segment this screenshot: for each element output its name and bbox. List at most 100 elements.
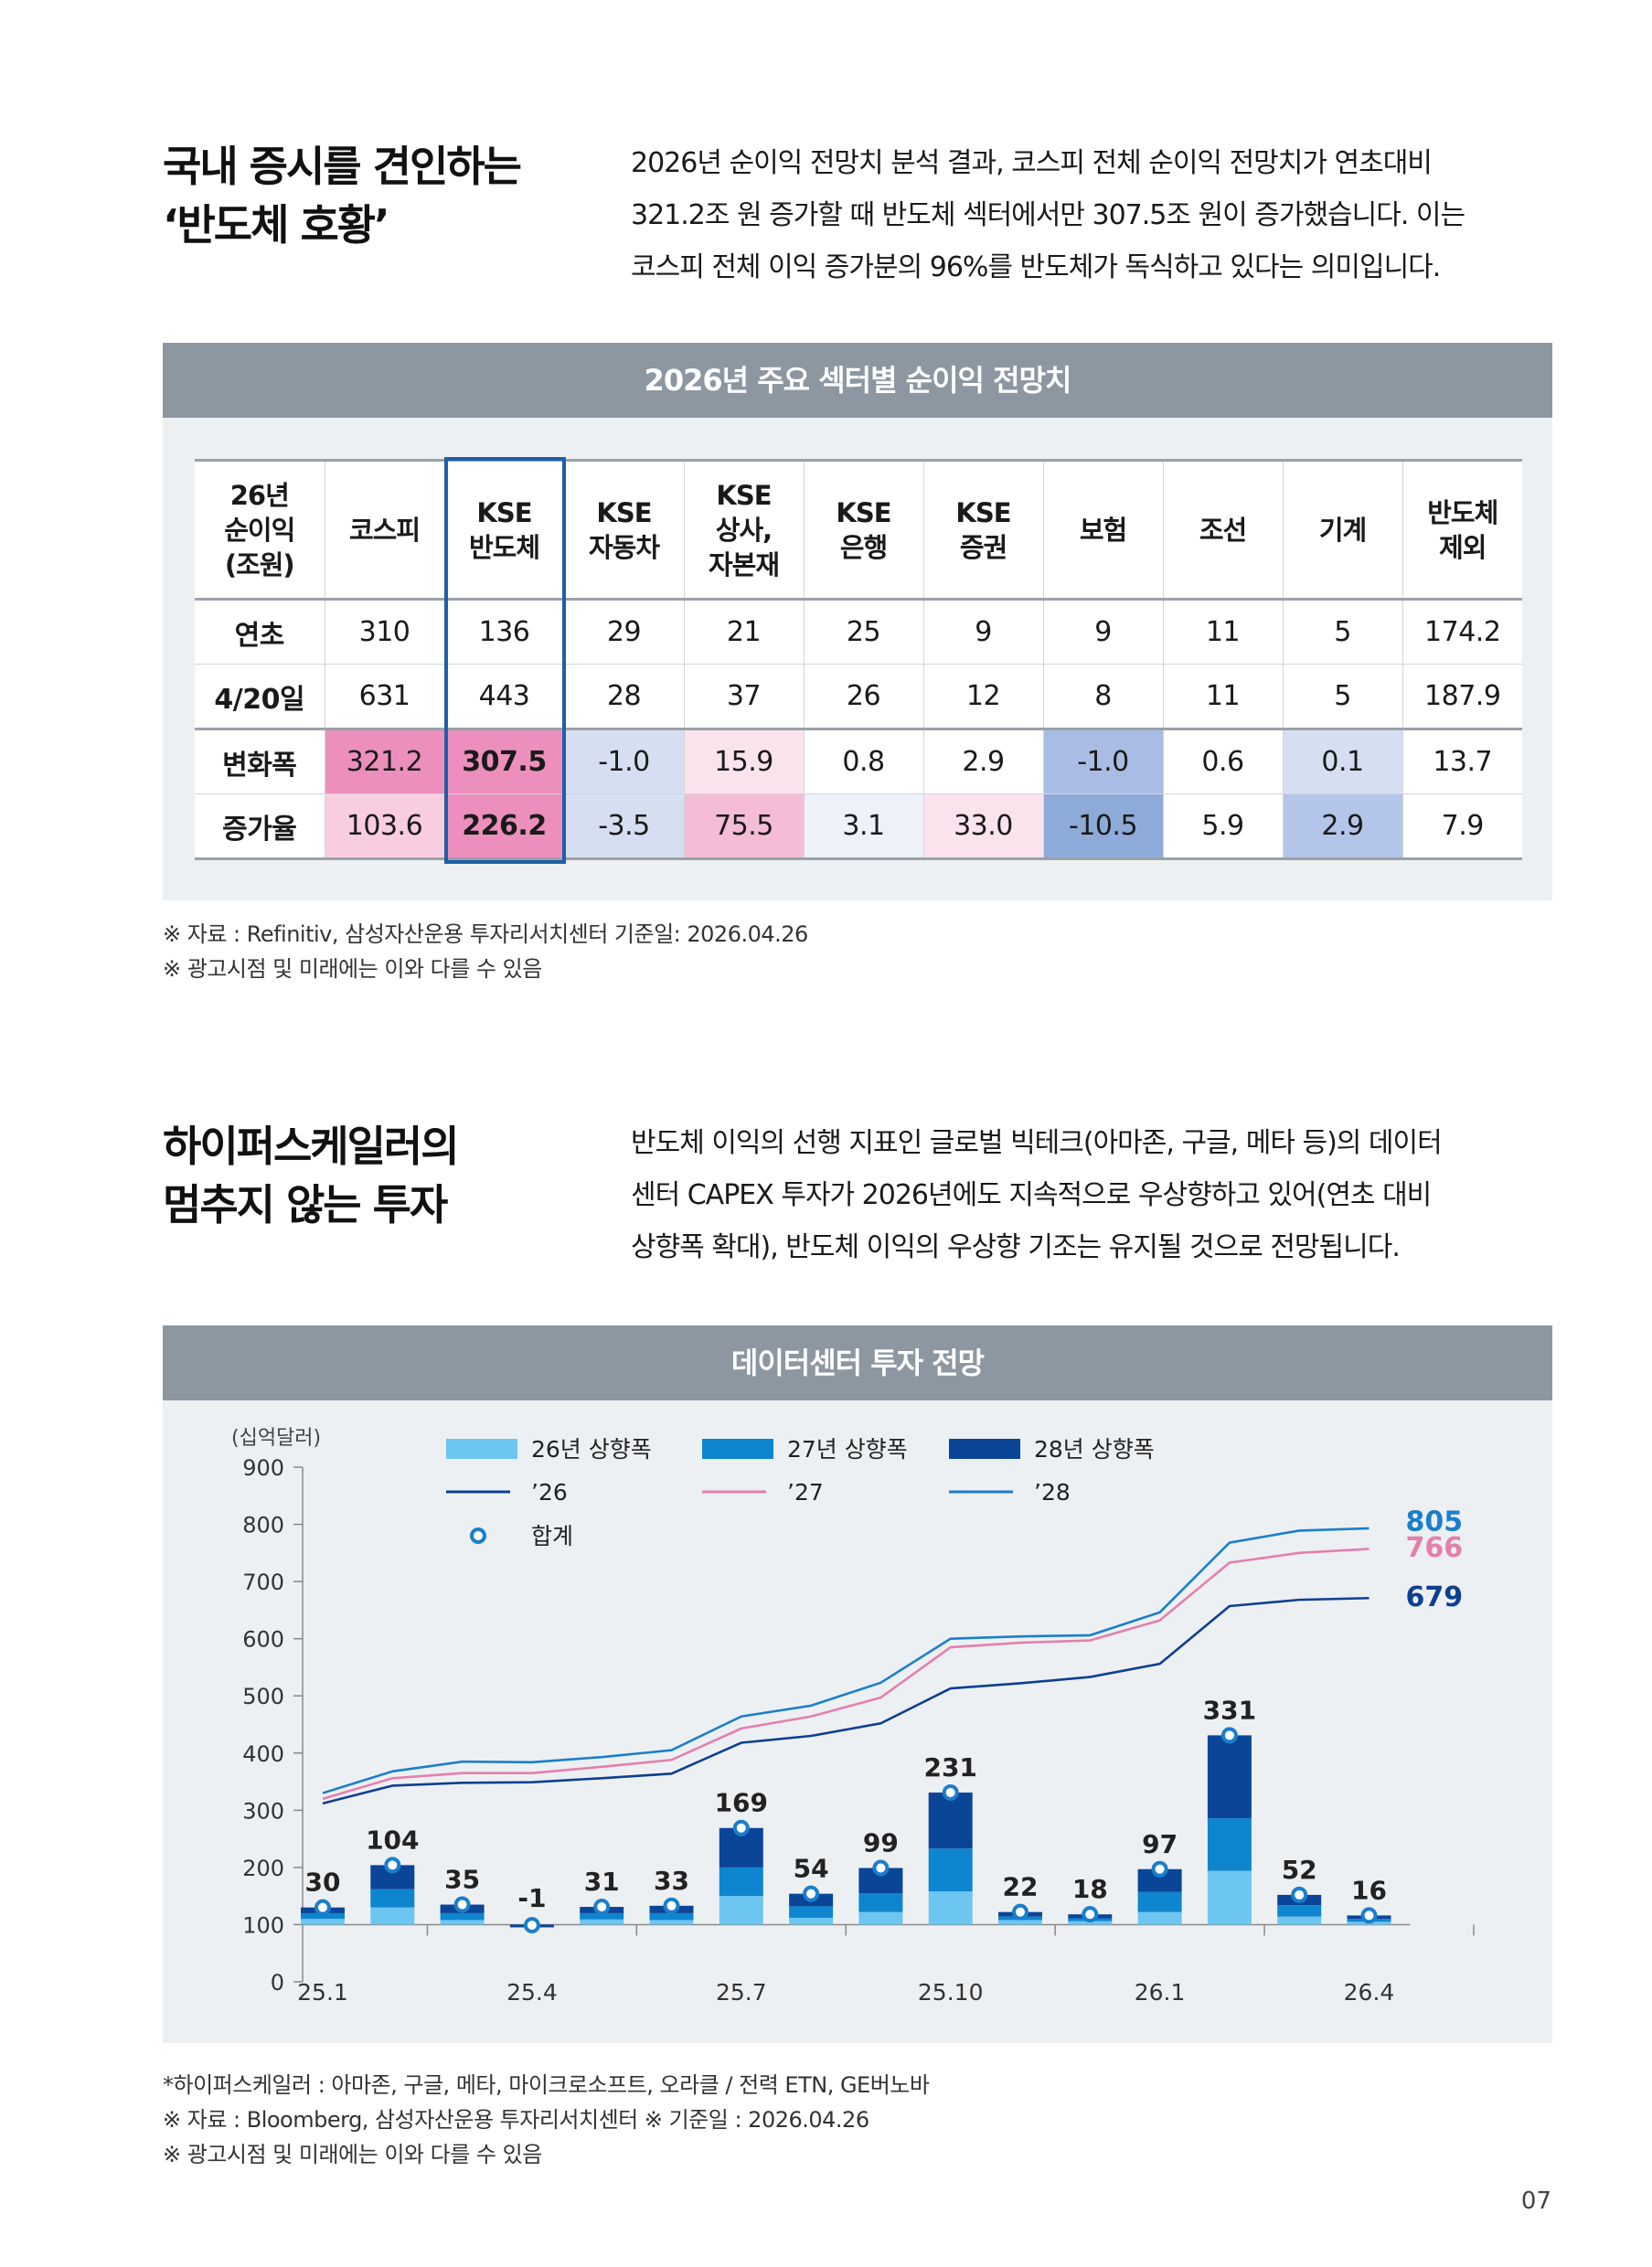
table-cell: 12 xyxy=(922,664,1043,729)
total-label: 18 xyxy=(1072,1874,1108,1904)
total-marker xyxy=(1360,1907,1378,1924)
bar-segment xyxy=(928,1891,973,1925)
total-label: 54 xyxy=(794,1854,829,1884)
total-label: 22 xyxy=(1003,1872,1039,1902)
table-row-label: 연초 xyxy=(195,598,325,665)
section1-intro-line1: 2026년 순이익 전망치 분석 결과, 코스피 전체 순이익 전망치가 연초대… xyxy=(631,147,1433,179)
table-column-header-line: 보험 xyxy=(1079,514,1127,546)
table-column-header-line: 조선 xyxy=(1199,514,1247,546)
y-tick-label: 900 xyxy=(242,1455,284,1481)
table-cell: 0.8 xyxy=(803,728,923,794)
table-cell: 9 xyxy=(922,598,1043,665)
table-corner-header-line: (조원) xyxy=(224,548,295,580)
table-column-header-line: 제외 xyxy=(1439,531,1487,563)
section2-intro-line2: 센터 CAPEX 투자가 2026년에도 지속적으로 우상향하고 있어(연초 대… xyxy=(631,1179,1432,1211)
bar-segment xyxy=(301,1919,345,1925)
table-cell: 103.6 xyxy=(324,793,444,860)
bar-segment xyxy=(580,1912,624,1920)
total-marker xyxy=(384,1857,401,1874)
legend-total-label: 합계 xyxy=(531,1523,573,1549)
bar-segment xyxy=(719,1867,763,1897)
bar-segment xyxy=(649,1920,694,1925)
table-cell: 321.2 xyxy=(324,728,444,794)
table-cell: 28 xyxy=(563,664,684,729)
datacenter-chart-panel: 데이터센터 투자 전망 0 100 200 300 400 500 600 700 800 900… xyxy=(163,1325,1552,2043)
bar-segment xyxy=(440,1920,485,1925)
table-column-header: KSE 은행 xyxy=(803,459,923,600)
y-tick-label: 600 xyxy=(242,1627,284,1653)
bar-segment xyxy=(370,1907,415,1925)
section2-heading: 하이퍼스케일러의 멈추지 않는 투자 xyxy=(163,1117,460,1234)
table-cell: 26 xyxy=(803,664,923,729)
section2-intro-line1: 반도체 이익의 선행 지표인 글로벌 빅테크(아마존, 구글, 메타 등)의 데… xyxy=(631,1127,1443,1159)
table-column-header-line: 반도체 xyxy=(468,531,540,563)
section1-heading-line2: ‘반도체 호황’ xyxy=(163,200,390,250)
table-column-header: KSE 증권 xyxy=(922,459,1043,600)
bar-segment xyxy=(789,1917,834,1925)
table-row-label: 4/20일 xyxy=(195,664,325,729)
section1-source-note: ※ 자료 : Refinitiv, 삼성자산운용 투자리서치센터 기준일: 20… xyxy=(163,921,808,947)
section2-heading-line2: 멈추지 않는 투자 xyxy=(163,1180,448,1229)
table-cell: 174.2 xyxy=(1402,598,1522,665)
table-corner-header: 26년 순이익 (조원) xyxy=(195,459,325,600)
series-end-label: 805 xyxy=(1406,1506,1464,1538)
table-column-header: 기계 xyxy=(1282,459,1402,600)
table-cell: 443 xyxy=(443,664,564,729)
table-cell: 37 xyxy=(683,664,804,729)
table-corner-header-line: 26년 xyxy=(229,479,290,511)
table-column-header-line: 자동차 xyxy=(588,531,660,563)
table-cell: 5 xyxy=(1282,664,1402,729)
total-marker xyxy=(872,1859,890,1877)
table-cell: 21 xyxy=(683,598,804,665)
bar-segment xyxy=(1137,1891,1182,1912)
section2-intro-line3: 상향폭 확대), 반도체 이익의 우상향 기조는 유지될 것으로 전망됩니다. xyxy=(631,1231,1401,1263)
section2-intro: 반도체 이익의 선행 지표인 글로벌 빅테크(아마존, 구글, 메타 등)의 데… xyxy=(631,1117,1554,1273)
section1-notes: ※ 자료 : Refinitiv, 삼성자산운용 투자리서치센터 기준일: 20… xyxy=(163,917,808,986)
table-column-header-line: KSE xyxy=(836,496,891,528)
table-row-label: 변화폭 xyxy=(195,728,325,794)
sector-table: 26년 순이익 (조원) 코스피 KSE 반도체 KSE 자동차 KSE 상사, 자본재 KSE 은행 K… xyxy=(195,459,1522,860)
total-label: 33 xyxy=(654,1866,689,1896)
total-label: 31 xyxy=(584,1867,620,1897)
bar-segment xyxy=(998,1920,1042,1925)
bar-segment xyxy=(789,1906,834,1918)
table-cell: 136 xyxy=(443,598,564,665)
y-tick-label: 800 xyxy=(242,1513,284,1538)
bar-segment xyxy=(1207,1818,1252,1871)
table-cell: 8 xyxy=(1042,664,1163,729)
bar-segment xyxy=(858,1893,903,1912)
y-tick-label: 0 xyxy=(271,1970,284,1996)
table-cell: 25 xyxy=(803,598,923,665)
total-marker xyxy=(942,1783,959,1801)
total-marker xyxy=(1291,1886,1308,1903)
section1-heading: 국내 증시를 견인하는 ‘반도체 호황’ xyxy=(163,137,522,254)
bar-segment xyxy=(301,1912,345,1920)
table-column-header-line: KSE xyxy=(596,496,652,528)
datacenter-capex-chart: 0 100 200 300 400 500 600 700 800 900 (십억달러) 25.1 25… xyxy=(231,1427,1475,2006)
table-column-header: 코스피 xyxy=(324,459,444,600)
y-tick-label: 200 xyxy=(242,1856,284,1881)
total-label: 30 xyxy=(305,1868,341,1898)
table-column-header-line: 기계 xyxy=(1318,514,1367,546)
table-row-label: 증가율 xyxy=(195,793,325,860)
y-tick-label: 300 xyxy=(242,1798,284,1824)
table-cell: 631 xyxy=(324,664,444,729)
bar-segment xyxy=(649,1912,694,1921)
total-marker xyxy=(1151,1860,1168,1878)
table-cell: 307.5 xyxy=(443,728,564,794)
total-marker xyxy=(803,1885,820,1902)
total-label: 169 xyxy=(715,1788,768,1818)
bar-segment xyxy=(928,1848,973,1892)
table-column-header-line: 상사, xyxy=(715,514,773,546)
legend-total-swatch xyxy=(470,1527,486,1544)
table-row: 변화폭 321.2 307.5 -1.0 15.9 0.8 2.9 -1.0 0.6 0.1 13.… xyxy=(195,728,1522,794)
series-line xyxy=(322,1527,1370,1794)
total-marker xyxy=(314,1899,331,1916)
legend-bar27-swatch xyxy=(702,1439,773,1459)
table-cell: 5 xyxy=(1282,598,1402,665)
x-tick-label: 25.4 xyxy=(506,1979,558,2006)
sector-table-title: 2026년 주요 섹터별 순이익 전망치 xyxy=(163,343,1552,418)
table-cell: 2.9 xyxy=(1282,793,1402,860)
y-axis-label: (십억달러) xyxy=(231,1427,321,1450)
bar-segment xyxy=(858,1911,903,1925)
